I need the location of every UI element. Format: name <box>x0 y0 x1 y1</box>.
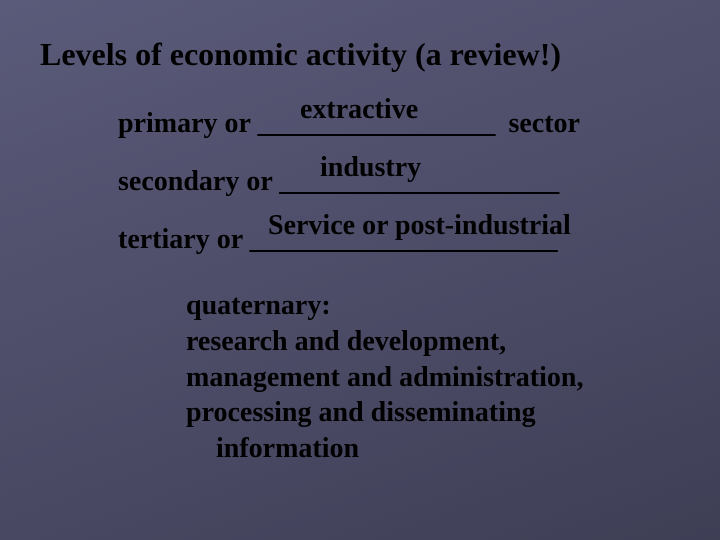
quaternary-block: quaternary: research and development, ma… <box>186 288 583 467</box>
primary-fill: extractive <box>300 94 418 126</box>
quaternary-l4: processing and disseminating <box>186 395 583 431</box>
quaternary-l3: management and administration, <box>186 360 583 396</box>
primary-suffix: sector <box>508 108 580 139</box>
quaternary-l2: research and development, <box>186 324 583 360</box>
secondary-fill: industry <box>320 152 421 184</box>
quaternary-l1: quaternary: <box>186 288 583 324</box>
page-title: Levels of economic activity (a review!) <box>40 36 561 73</box>
slide: Levels of economic activity (a review!) … <box>0 0 720 540</box>
quaternary-l5: information <box>186 431 583 467</box>
tertiary-fill: Service or post-industrial <box>268 210 571 242</box>
